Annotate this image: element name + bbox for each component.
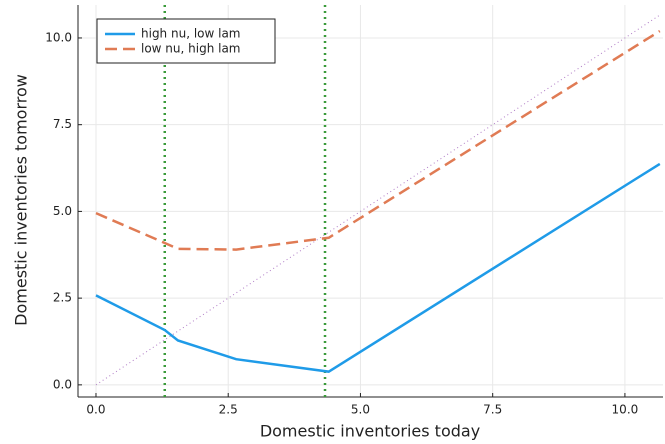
x-tick-label: 2.5: [219, 403, 238, 417]
y-tick-label: 7.5: [53, 117, 72, 131]
x-tick-label: 5.0: [351, 403, 370, 417]
diagonal-line: [95, 14, 661, 386]
series-line: [95, 29, 661, 251]
x-tick-label: 10.0: [612, 403, 639, 417]
legend-label: low nu, high lam: [141, 42, 241, 56]
y-tick-label: 10.0: [45, 30, 72, 44]
y-axis-label: Domestic inventories tomorrow: [12, 74, 31, 326]
y-tick-label: 5.0: [53, 204, 72, 218]
x-tick-label: 0.0: [86, 403, 105, 417]
y-tick-label: 2.5: [53, 291, 72, 305]
series-line: [95, 162, 661, 373]
x-tick-label: 7.5: [483, 403, 502, 417]
legend-box: [96, 18, 276, 64]
y-tick-label: 0.0: [53, 377, 72, 391]
legend-label: high nu, low lam: [141, 27, 241, 41]
x-axis-label: Domestic inventories today: [260, 422, 480, 441]
